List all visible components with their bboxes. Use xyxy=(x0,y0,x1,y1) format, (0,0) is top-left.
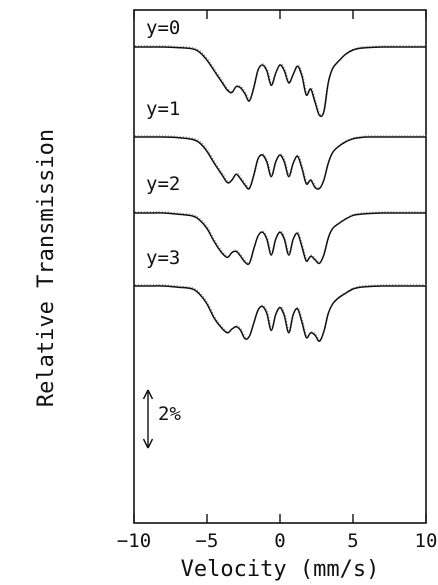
series-group: y=0 y=1 y=2 y=3 xyxy=(133,17,427,342)
series-data-points xyxy=(134,284,427,341)
series-fit-line xyxy=(134,46,426,118)
series-label: y=3 xyxy=(146,247,180,269)
scale-bar-arrow-up xyxy=(142,389,154,400)
x-tick-label: 5 xyxy=(347,530,358,552)
series-4: y=3 xyxy=(133,247,427,342)
series-data-points xyxy=(134,211,427,264)
series-3: y=2 xyxy=(134,173,427,266)
x-tick-label: −10 xyxy=(117,530,151,552)
series-data-points xyxy=(134,45,427,116)
series-fit-line xyxy=(134,212,426,266)
scale-bar: 2% xyxy=(142,389,181,449)
x-tick-label: 0 xyxy=(274,530,285,552)
x-ticks xyxy=(133,10,427,523)
x-tick-label: 10 xyxy=(415,530,438,552)
scale-bar-label: 2% xyxy=(158,403,181,425)
series-fit-line xyxy=(133,285,426,342)
series-label: y=2 xyxy=(146,173,180,195)
series-fit-line xyxy=(133,136,426,190)
scale-bar-arrow-down xyxy=(142,438,154,449)
x-tick-labels: −10 −5 0 5 10 xyxy=(117,530,438,552)
series-2: y=1 xyxy=(133,98,427,190)
x-axis-label: Velocity (mm/s) xyxy=(181,557,380,582)
y-axis-label: Relative Transmission xyxy=(34,129,59,407)
series-label: y=0 xyxy=(146,17,180,39)
x-tick-label: −5 xyxy=(196,530,219,552)
series-1: y=0 xyxy=(134,17,427,118)
series-label: y=1 xyxy=(146,98,180,120)
